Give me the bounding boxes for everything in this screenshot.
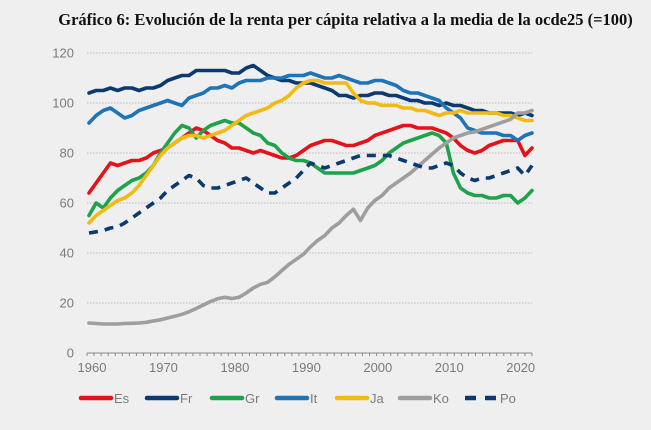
legend-item-fr: Fr [144, 391, 193, 406]
series-line-po [88, 153, 534, 235]
x-tick-label: 1970 [149, 360, 178, 375]
legend-label: Fr [180, 391, 193, 406]
series-line-ko [87, 108, 534, 326]
legend-label: Gr [245, 391, 260, 406]
series-line-ja [87, 78, 534, 225]
x-tick-label: 1990 [292, 360, 321, 375]
legend-item-gr: Gr [209, 391, 260, 406]
legend-label: Po [500, 391, 516, 406]
legend-label: Ja [370, 391, 385, 406]
y-tick-label: 0 [67, 346, 74, 361]
legend-item-it: It [274, 391, 318, 406]
legend-item-po: Po [465, 391, 516, 406]
legend-label: It [310, 391, 318, 406]
series-line-it [87, 71, 534, 143]
legend-label: Ko [433, 391, 449, 406]
y-tick-label: 40 [60, 246, 74, 261]
y-tick-label: 20 [60, 296, 74, 311]
legend-label: Es [114, 391, 130, 406]
x-tick-label: 2020 [506, 360, 535, 375]
x-axis: 1960 1970 1980 1990 2000 2010 2020 [78, 352, 535, 375]
y-axis-ticks: 0 20 40 60 80 100 120 [52, 46, 74, 361]
chart-title: Gráfico 6: Evolución de la renta per cáp… [58, 10, 633, 29]
series-line-fr [87, 63, 534, 118]
gridlines [87, 52, 532, 304]
x-tick-label: 2000 [363, 360, 392, 375]
legend-item-ko: Ko [397, 391, 449, 406]
x-tick-label: 2010 [435, 360, 464, 375]
x-tick-label: 1960 [78, 360, 107, 375]
y-tick-label: 80 [60, 146, 74, 161]
y-tick-label: 120 [52, 46, 74, 61]
y-tick-label: 60 [60, 196, 74, 211]
series-lines [87, 63, 534, 326]
legend-item-es: Es [78, 391, 130, 406]
legend-item-ja: Ja [334, 391, 385, 406]
y-tick-label: 100 [52, 96, 74, 111]
legend: Es Fr Gr It Ja Ko Po [78, 391, 516, 406]
x-tick-label: 1980 [220, 360, 249, 375]
